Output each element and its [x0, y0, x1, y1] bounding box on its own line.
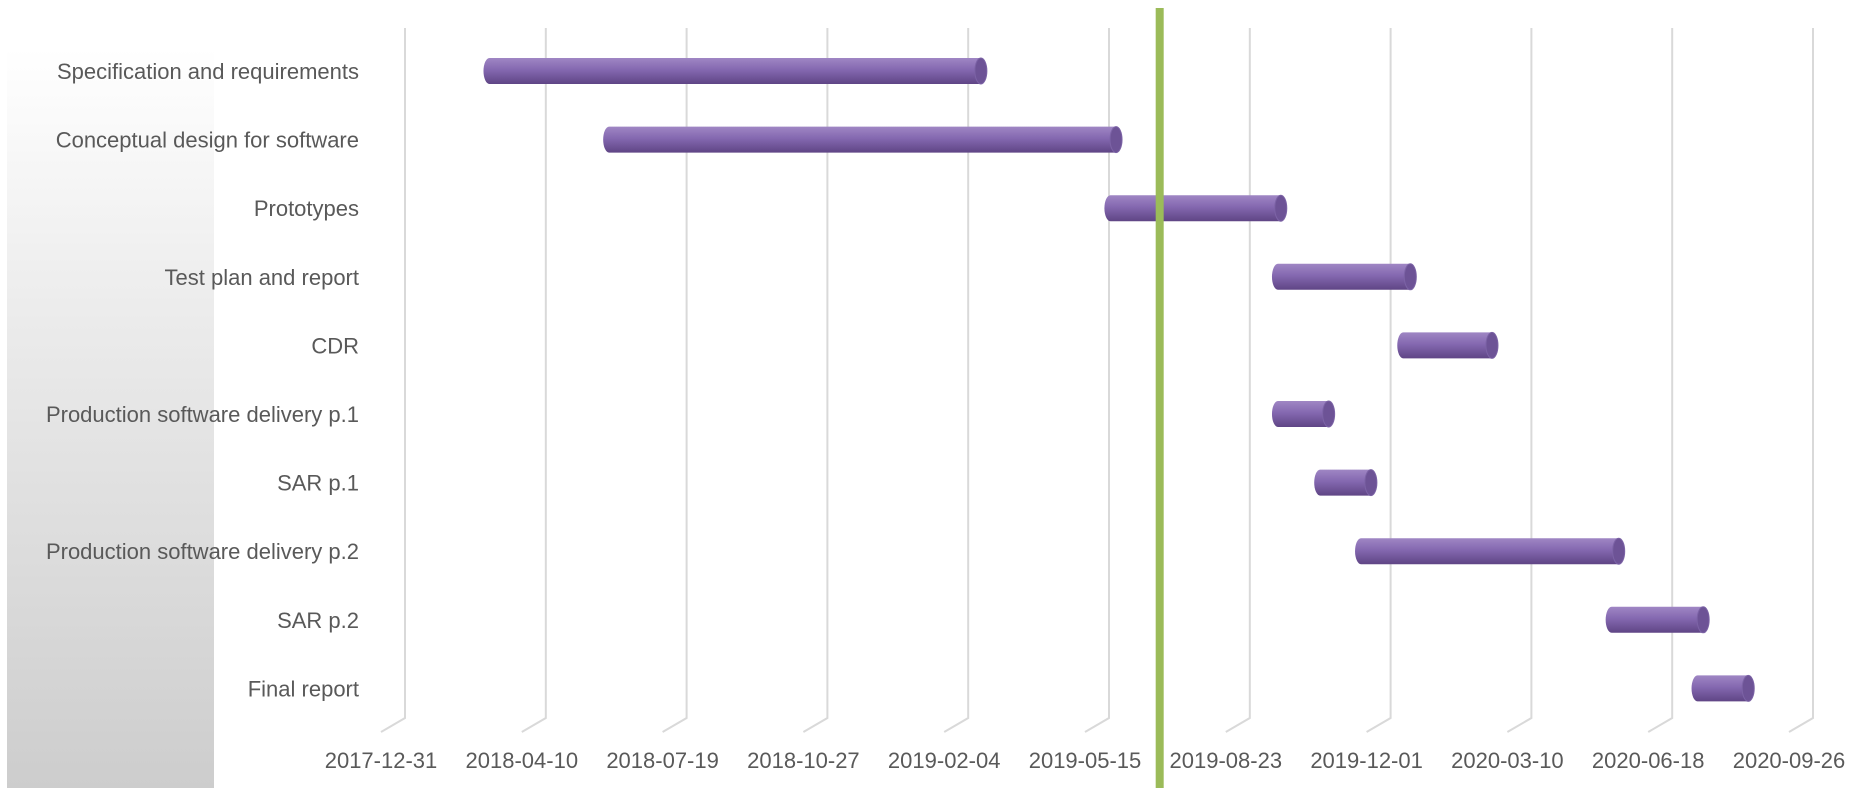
task-bar-end-cap	[974, 57, 988, 85]
gridline	[943, 28, 970, 733]
x-tick-label: 2019-05-15	[1029, 748, 1142, 773]
task-bar	[1397, 331, 1499, 359]
task-bar-body	[1355, 538, 1619, 565]
task-bar-body	[1314, 469, 1371, 496]
task-label: Test plan and report	[165, 265, 359, 290]
gridline	[802, 28, 829, 733]
task-bar	[1271, 400, 1336, 428]
x-tick-label: 2018-04-10	[466, 748, 579, 773]
task-bars	[483, 57, 1755, 702]
task-bar-body	[1397, 332, 1492, 359]
task-bar-end-cap	[1485, 331, 1499, 359]
task-label: SAR p.1	[277, 471, 359, 496]
task-label: Specification and requirements	[57, 59, 359, 84]
gridline	[380, 28, 406, 733]
task-bar-end-cap	[1109, 126, 1123, 154]
x-axis-tick-labels: 2017-12-31 2018-04-10 2018-07-19 2018-10-27…	[325, 748, 1846, 773]
task-label: Production software delivery p.1	[46, 402, 359, 427]
gridline	[1084, 28, 1110, 733]
task-bar-end-cap	[1612, 537, 1626, 565]
task-bar-end-cap	[1364, 469, 1378, 497]
x-tick-label: 2019-12-01	[1310, 748, 1423, 773]
x-tick-label: 2017-12-31	[325, 748, 438, 773]
task-bar-end-cap	[1741, 674, 1755, 702]
task-bar-body	[1691, 675, 1749, 702]
task-bar-end-cap	[1403, 263, 1417, 291]
task-labels: Specification and requirements Conceptual…	[46, 59, 359, 701]
gridline	[662, 28, 688, 733]
task-bar	[1691, 674, 1755, 702]
x-tick-label: 2019-02-04	[888, 748, 1001, 773]
task-bar	[603, 126, 1123, 154]
x-tick-label: 2020-09-26	[1733, 748, 1846, 773]
today-line	[1155, 8, 1164, 788]
task-label: CDR	[311, 333, 359, 358]
task-bar	[1271, 263, 1417, 291]
task-bar-body	[1271, 401, 1329, 427]
x-tick-label: 2018-07-19	[606, 748, 719, 773]
x-tick-label: 2020-06-18	[1592, 748, 1705, 773]
gridline	[1225, 28, 1251, 733]
task-bar	[1605, 606, 1710, 634]
x-tick-label: 2019-08-23	[1170, 748, 1283, 773]
gridline	[1366, 28, 1392, 733]
task-label-panel	[7, 48, 214, 788]
gridlines	[380, 28, 1814, 733]
task-bar-end-cap	[1696, 606, 1710, 634]
today-marker	[1155, 8, 1164, 788]
task-bar	[483, 57, 988, 85]
task-label: Prototypes	[254, 196, 359, 221]
task-bar-body	[1271, 263, 1411, 290]
gridline	[1788, 28, 1814, 733]
x-tick-label: 2018-10-27	[747, 748, 860, 773]
task-bar-end-cap	[1322, 400, 1336, 428]
task-bar-body	[603, 126, 1117, 153]
task-label: Conceptual design for software	[56, 128, 359, 153]
x-tick-label: 2020-03-10	[1451, 748, 1564, 773]
gridline	[1647, 28, 1674, 733]
task-label: SAR p.2	[277, 608, 359, 633]
task-bar	[1314, 469, 1378, 497]
task-bar	[1104, 194, 1288, 222]
task-bar	[1355, 537, 1626, 565]
gridline	[1506, 28, 1533, 733]
task-label: Production software delivery p.2	[46, 539, 359, 564]
task-bar-body	[1605, 606, 1704, 633]
gridline	[521, 28, 547, 733]
task-bar-end-cap	[1274, 194, 1288, 222]
task-bar-body	[1104, 195, 1281, 222]
task-bar-body	[483, 58, 981, 84]
task-label: Final report	[248, 676, 359, 701]
